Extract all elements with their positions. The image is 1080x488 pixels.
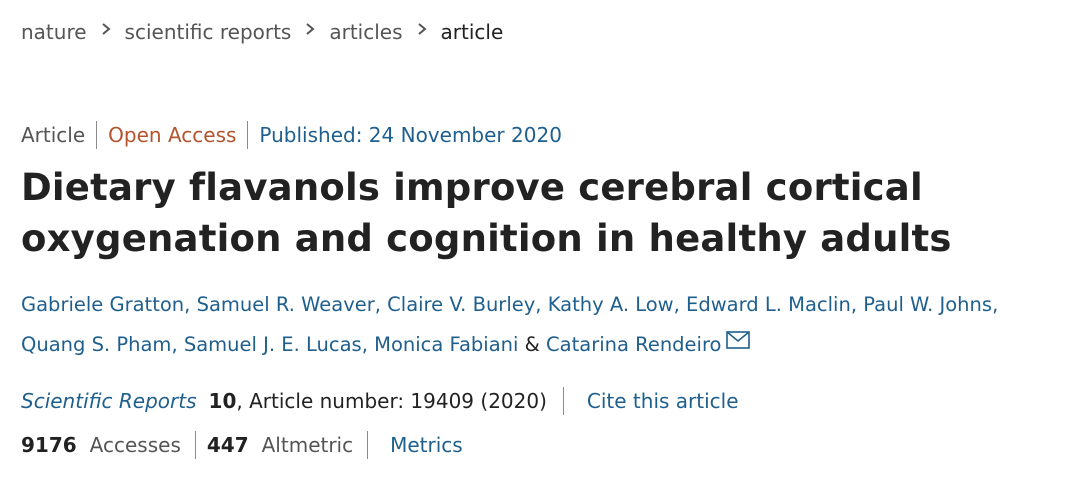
altmetric-label: Altmetric (261, 433, 354, 457)
divider (367, 431, 369, 459)
divider (247, 121, 249, 149)
author-separator: , (535, 293, 548, 316)
chevron-right-icon (99, 22, 113, 36)
author-separator: , (361, 333, 375, 356)
volume-number: 10 (208, 389, 237, 413)
author-link[interactable]: Quang S. Pham (21, 333, 172, 356)
author-link[interactable]: Samuel R. Weaver (196, 293, 375, 316)
author-link[interactable]: Gabriele Gratton (21, 293, 185, 316)
breadcrumb-item-article: article (440, 20, 504, 44)
author-link[interactable]: Paul W. Johns (863, 293, 993, 316)
author-link[interactable]: Catarina Rendeiro (546, 333, 722, 356)
divider (194, 431, 196, 459)
published-date: Published: 24 November 2020 (259, 123, 562, 147)
accesses-count: 9176 (21, 433, 77, 457)
breadcrumb-item-articles[interactable]: articles (329, 20, 403, 44)
author-list: Gabriele Gratton, Samuel R. Weaver, Clai… (21, 286, 1066, 364)
author-link[interactable]: Claire V. Burley (387, 293, 536, 316)
author-separator: , (673, 293, 687, 316)
breadcrumb-item-scientific-reports[interactable]: scientific reports (124, 20, 292, 44)
article-type: Article (21, 123, 86, 147)
author-link[interactable]: Samuel J. E. Lucas (183, 333, 362, 356)
breadcrumb: nature scientific reports articles artic… (21, 20, 503, 44)
article-title: Dietary flavanols improve cerebral corti… (21, 166, 952, 260)
author-link[interactable]: Monica Fabiani (374, 333, 519, 356)
author-separator: , (992, 293, 999, 316)
accesses-label: Accesses (89, 433, 181, 457)
open-access-badge: Open Access (108, 123, 237, 147)
mail-icon[interactable] (725, 324, 750, 349)
altmetric-count: 447 (206, 433, 249, 457)
metrics-link[interactable]: Metrics (390, 433, 463, 457)
divider (562, 387, 564, 415)
author-separator: & (518, 333, 547, 356)
breadcrumb-item-nature[interactable]: nature (21, 20, 87, 44)
author-separator: , (184, 293, 197, 316)
chevron-right-icon (415, 22, 429, 36)
author-separator: , (171, 333, 184, 356)
article-number: , Article number: 19409 (2020) (236, 389, 547, 413)
metrics-row: 9176 Accesses 447 Altmetric Metrics (21, 431, 463, 459)
chevron-right-icon (303, 22, 317, 36)
article-meta: Article Open Access Published: 24 Novemb… (21, 121, 573, 149)
author-link[interactable]: Kathy A. Low (547, 293, 674, 316)
cite-this-article-link[interactable]: Cite this article (586, 389, 739, 413)
author-link[interactable]: Edward L. Maclin (686, 293, 851, 316)
author-separator: , (850, 293, 864, 316)
journal-link[interactable]: Scientific Reports (21, 389, 197, 413)
divider (96, 121, 98, 149)
citation-row: Scientific Reports 10 , Article number: … (21, 387, 739, 415)
author-separator: , (374, 293, 388, 316)
